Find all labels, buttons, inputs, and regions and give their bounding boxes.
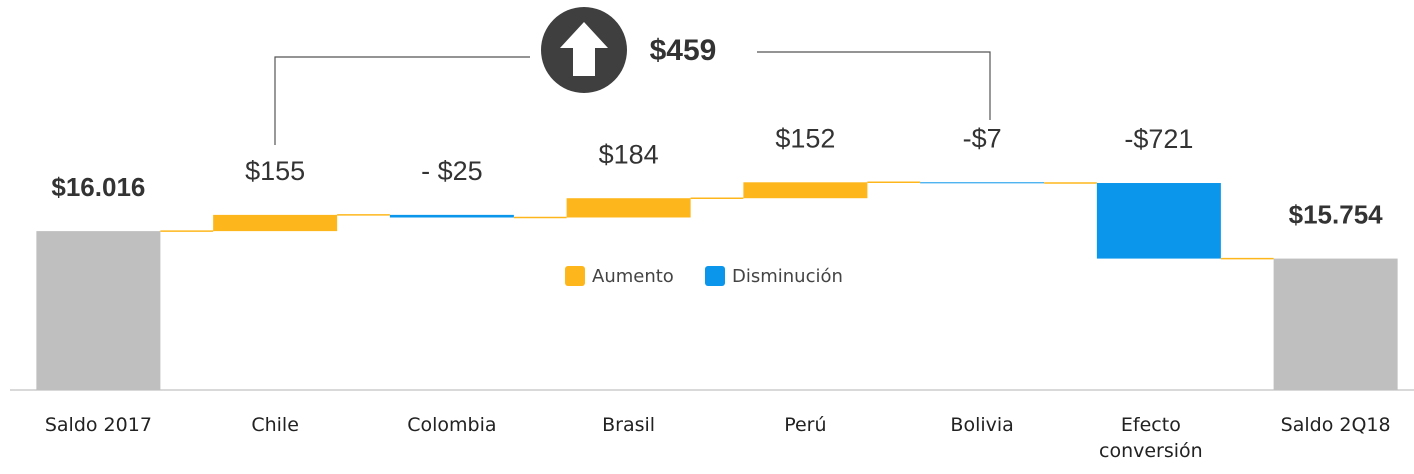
- bar: [566, 198, 691, 218]
- bracket-right: [757, 51, 991, 120]
- value-label: $155: [245, 156, 305, 186]
- x-tick-label: Bolivia: [950, 414, 1014, 436]
- x-tick-label: Saldo 2017: [44, 414, 152, 436]
- value-label: $184: [599, 139, 659, 169]
- value-label: -$721: [1124, 124, 1193, 154]
- legend-label: Aumento: [592, 266, 674, 287]
- bar: [1273, 258, 1398, 390]
- bar: [1096, 183, 1221, 259]
- value-label: $152: [775, 123, 835, 153]
- bar: [743, 182, 868, 199]
- value-label: $15.754: [1289, 199, 1384, 229]
- x-tick-label: Saldo 2Q18: [1280, 414, 1391, 436]
- value-label: -$7: [963, 123, 1002, 153]
- legend-label: Disminución: [732, 266, 843, 287]
- legend-swatch: [565, 266, 585, 286]
- value-label: - $25: [421, 156, 483, 186]
- x-tick-label: Brasil: [602, 414, 656, 436]
- x-tick-label: Chile: [251, 414, 299, 436]
- bar: [36, 231, 161, 390]
- annotation: $459: [650, 34, 717, 67]
- bar: [389, 214, 514, 218]
- x-tick-label: Perú: [784, 414, 827, 436]
- arrow-up-icon: [560, 22, 608, 76]
- bracket-left: [274, 56, 530, 145]
- x-tick-label: Colombia: [407, 414, 497, 436]
- bar: [920, 182, 1045, 184]
- legend-swatch: [705, 266, 725, 286]
- value-label: $16.016: [51, 172, 145, 202]
- x-tick-label: Efecto conversión: [1099, 414, 1203, 462]
- bar: [213, 214, 338, 232]
